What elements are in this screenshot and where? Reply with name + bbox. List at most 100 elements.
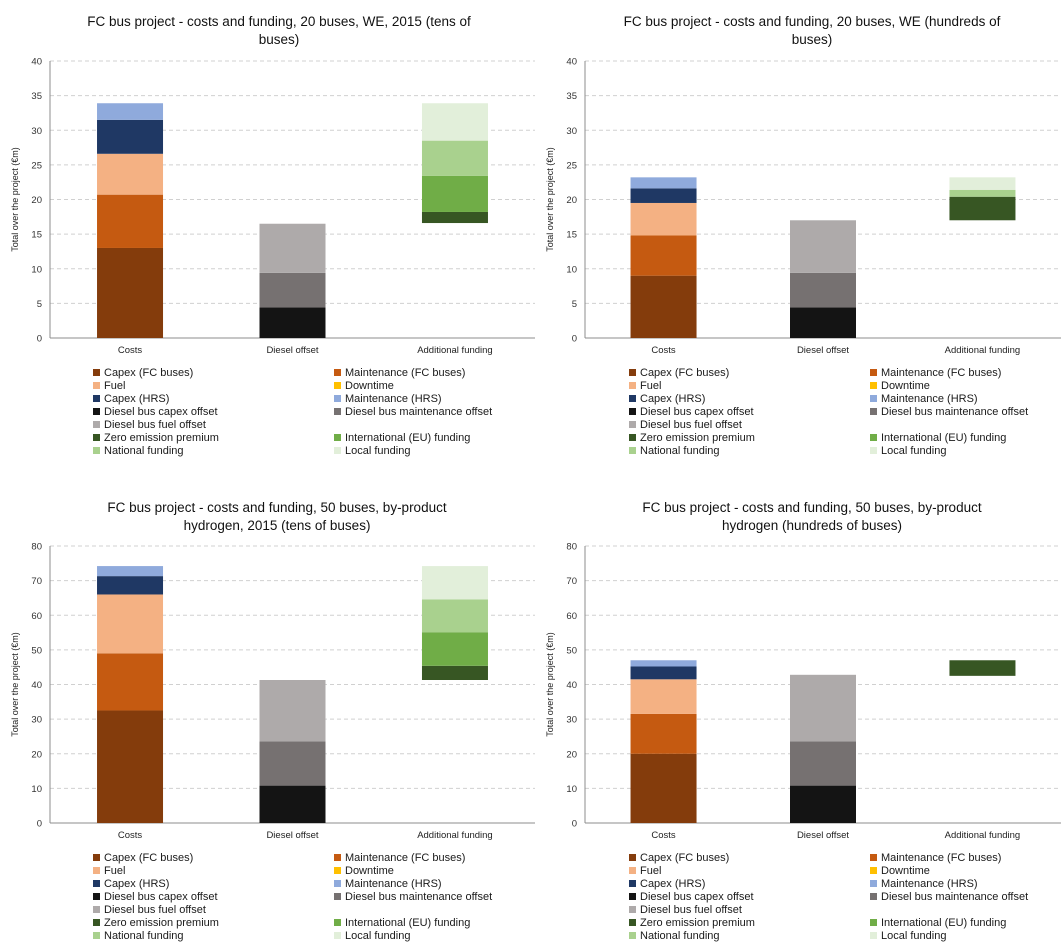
y-tick-label: 70 [31,576,42,587]
legend-label: International (EU) funding [881,432,1007,444]
legend-label: National funding [640,930,720,942]
legend-item: National funding [629,930,720,943]
legend-item: Capex (HRS) [629,393,705,406]
legend-label: Downtime [881,380,930,392]
legend-label: Downtime [345,380,394,392]
legend-item: Diesel bus capex offset [629,406,754,419]
legend-label: Local funding [881,930,947,942]
legend-swatch [629,420,636,428]
y-tick-label: 0 [572,334,577,345]
x-category-label: Diesel offset [797,830,849,841]
legend-swatch [870,407,877,415]
legend-item: Fuel [629,380,661,393]
bar-segment-maintenance-hrs [97,566,164,577]
bar-segment-international-eu-funding [421,175,488,212]
chart-legend-2: Capex (FC buses) Maintenance (FC buses) Fu… [629,367,1061,457]
chart-title: hydrogen, 2015 (tens of buses) [184,518,371,533]
bar-segment-capex-hrs [630,666,697,680]
y-tick-label: 30 [566,715,577,726]
legend-item: International (EU) funding [334,917,470,930]
legend-item: Capex (HRS) [629,878,705,891]
y-tick-label: 20 [31,195,42,206]
bar-segment-diesel-bus-maintenance-offset [790,741,856,786]
bar-segment-national-funding [949,189,1016,197]
x-category-label: Diesel offset [797,345,849,356]
legend-swatch [93,368,100,376]
legend-label: Capex (FC buses) [640,367,730,379]
legend-swatch [629,446,636,454]
y-tick-label: 70 [566,576,577,587]
legend-item: Maintenance (HRS) [334,393,442,406]
legend-item: Fuel [93,865,125,878]
legend-item: Capex (HRS) [93,393,169,406]
legend-swatch [334,866,341,874]
bar-segment-zero-emission-premium [949,196,1016,221]
y-tick-label: 60 [566,611,577,622]
legend-label: Maintenance (FC buses) [345,367,466,379]
legend-label: Diesel bus maintenance offset [881,406,1029,418]
y-tick-label: 10 [31,264,42,275]
legend-item: Zero emission premium [93,917,219,930]
legend-label: Local funding [345,930,411,942]
bar-segment-capex-hrs [97,576,164,595]
bar-segment-maintenance-fc-buses [97,194,164,248]
legend-swatch [93,446,100,454]
legend-swatch [334,381,341,389]
legend-label: Maintenance (HRS) [881,393,978,405]
y-tick-label: 20 [566,749,577,760]
legend-swatch [629,905,636,913]
y-tick-label: 50 [566,645,577,656]
bar-segment-fuel [97,594,164,654]
legend-label: Maintenance (HRS) [345,393,442,405]
chart-legend-4: Capex (FC buses) Maintenance (FC buses) Fu… [629,852,1061,942]
bar-segment-maintenance-fc-buses [630,235,697,276]
bar-segment-diesel-bus-capex-offset [790,785,856,823]
bar-segment-capex-hrs [97,119,164,154]
y-tick-label: 0 [37,334,42,345]
legend-swatch [870,918,877,926]
legend-label: Diesel bus capex offset [640,891,754,903]
legend-swatch [93,420,100,428]
legend-swatch [629,879,636,887]
legend-label: Zero emission premium [104,432,219,444]
legend-item: International (EU) funding [870,432,1006,445]
x-category-label: Costs [651,345,676,356]
legend-label: Diesel bus fuel offset [640,904,742,916]
legend-swatch [870,866,877,874]
legend-label: International (EU) funding [345,917,471,929]
legend-swatch [629,866,636,874]
chart-title: FC bus project - costs and funding, 20 b… [87,14,471,29]
legend-item: International (EU) funding [870,917,1006,930]
legend-label: Zero emission premium [104,917,219,929]
bar-segment-national-funding [421,140,488,176]
legend-swatch [629,394,636,402]
legend-swatch [334,853,341,861]
legend-label: Zero emission premium [640,917,755,929]
y-tick-label: 25 [31,160,42,171]
legend-swatch [870,381,877,389]
legend-item: Local funding [334,930,410,943]
y-axis-title: Total over the project (€m) [545,632,555,737]
legend-label: Capex (HRS) [104,878,170,890]
legend-label: Maintenance (HRS) [881,878,978,890]
bar-segment-maintenance-fc-buses [97,653,164,711]
legend-item: Diesel bus fuel offset [93,904,206,917]
legend-label: Diesel bus maintenance offset [881,891,1029,903]
y-tick-label: 10 [566,264,577,275]
x-category-label: Additional funding [945,830,1021,841]
y-tick-label: 30 [31,126,42,137]
legend-item: Maintenance (HRS) [870,878,978,891]
legend-item: Diesel bus maintenance offset [334,891,492,904]
legend-item: Fuel [93,380,125,393]
legend-swatch [334,879,341,887]
legend-swatch [629,918,636,926]
bar-segment-diesel-bus-fuel-offset [259,223,326,273]
bar-segment-international-eu-funding [421,632,488,666]
bar-segment-diesel-bus-capex-offset [259,785,326,823]
x-category-label: Additional funding [417,830,493,841]
legend-swatch [93,892,100,900]
bar-segment-maintenance-hrs [630,660,697,667]
y-axis-title: Total over the project (€m) [10,147,20,252]
legend-swatch [870,931,877,939]
